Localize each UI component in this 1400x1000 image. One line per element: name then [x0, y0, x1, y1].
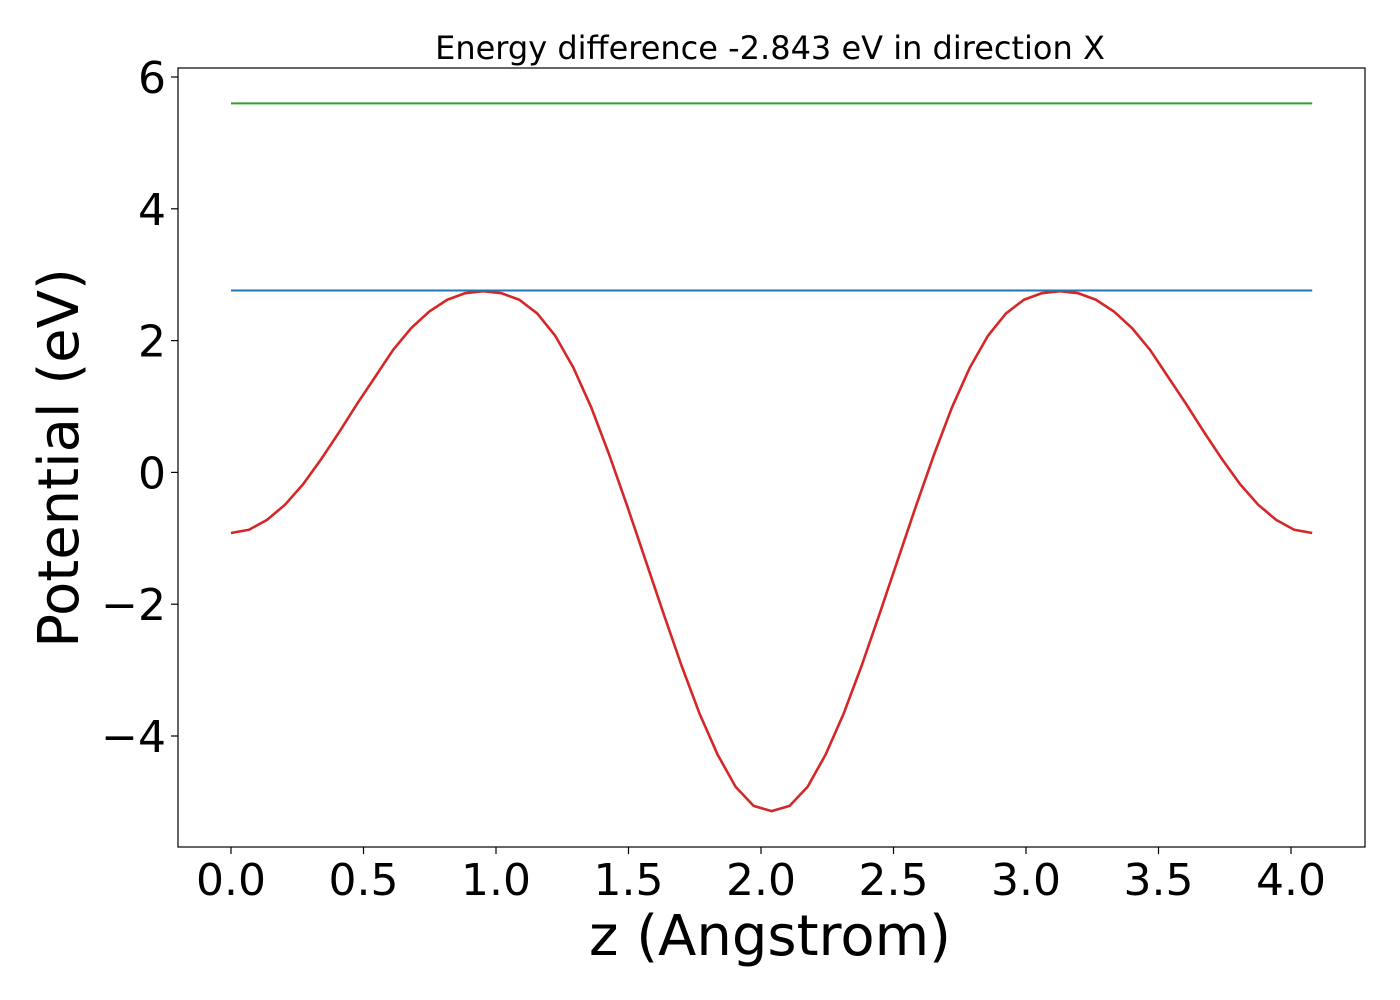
y-tick-label: −2 — [101, 580, 166, 631]
x-tick-label: 3.5 — [1124, 855, 1194, 906]
x-tick-label: 0.5 — [329, 855, 399, 906]
y-tick-label: 2 — [138, 317, 166, 368]
series-line-0 — [230, 289, 1313, 813]
y-tick-label: 4 — [138, 185, 166, 236]
chart-title: Energy difference -2.843 eV in direction… — [435, 29, 1105, 67]
x-tick-label: 3.0 — [991, 855, 1061, 906]
x-tick-label: 4.0 — [1256, 855, 1326, 906]
y-axis-ticks: −4 −2 0 2 4 6 — [101, 53, 178, 763]
y-tick-label: −4 — [101, 712, 166, 763]
y-axis-label: Potential (eV) — [27, 268, 92, 648]
x-axis-ticks: 0.0 0.5 1.0 1.5 2.0 2.5 3.0 3.5 4.0 — [196, 847, 1326, 906]
x-tick-label: 0.0 — [196, 855, 266, 906]
x-tick-label: 1.5 — [594, 855, 664, 906]
x-tick-label: 2.5 — [859, 855, 929, 906]
plot-frame — [177, 67, 1366, 848]
y-tick-label: 0 — [138, 448, 166, 499]
x-tick-label: 2.0 — [726, 855, 796, 906]
plot-area — [177, 67, 1366, 848]
x-axis-label: z (Angstrom) — [589, 904, 951, 969]
y-tick-label: 6 — [138, 53, 166, 104]
x-tick-label: 1.0 — [461, 855, 531, 906]
series-layer — [230, 102, 1313, 813]
